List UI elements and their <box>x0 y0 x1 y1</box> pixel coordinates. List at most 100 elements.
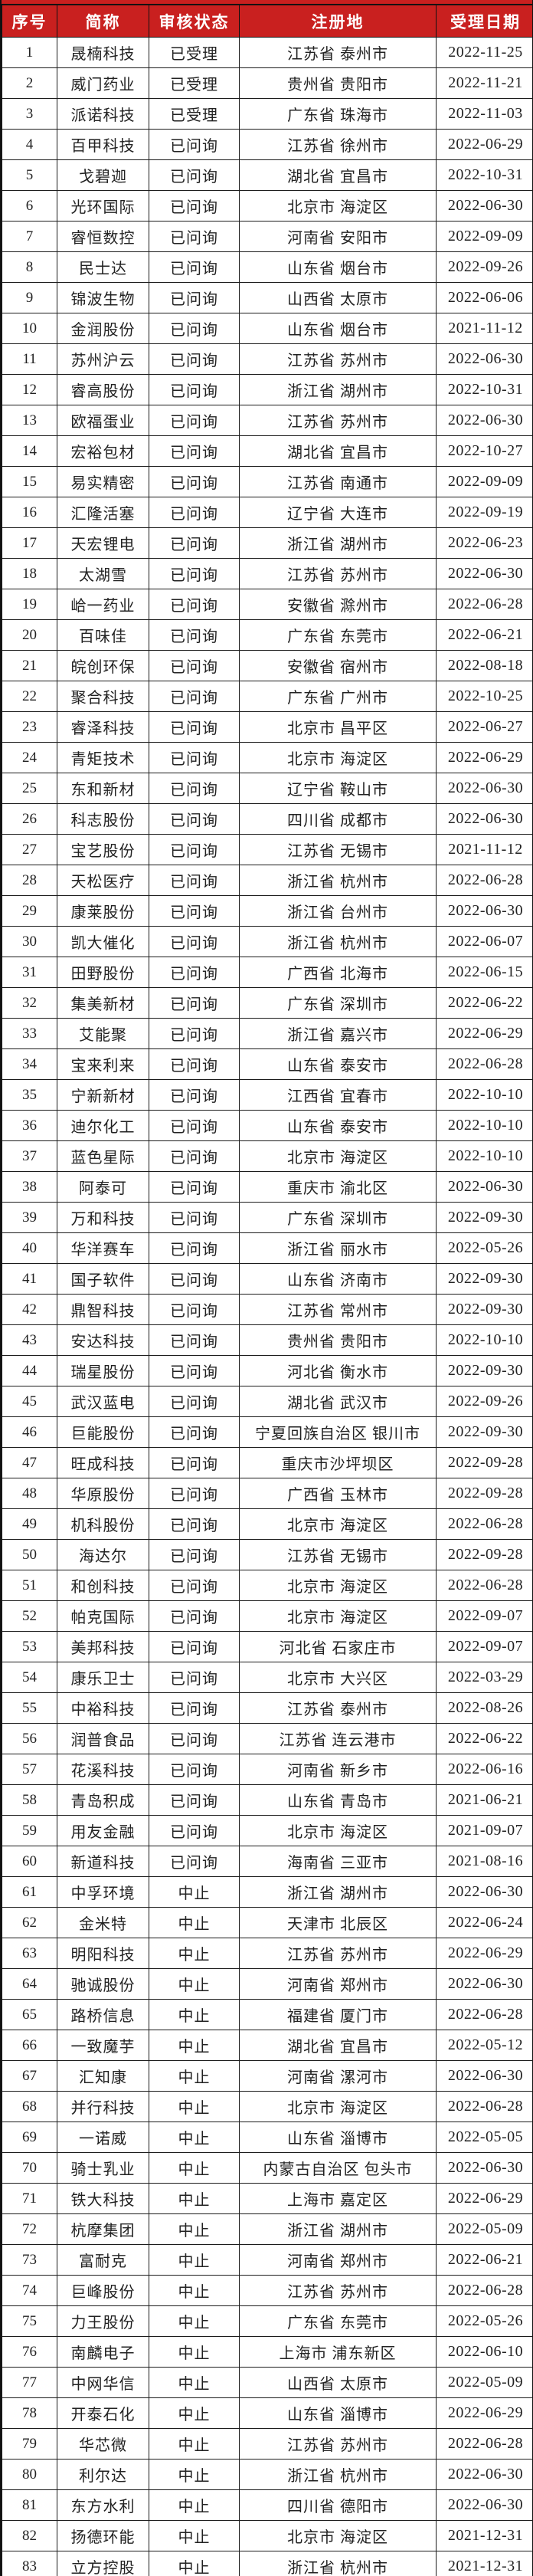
registration-place: 山西省 太原市 <box>239 282 437 313</box>
row-index: 20 <box>2 619 57 651</box>
acceptance-date: 2022-06-29 <box>436 2397 532 2429</box>
acceptance-date: 2022-06-27 <box>436 711 532 743</box>
audit-status: 中止 <box>149 1907 240 1938</box>
col-header-acceptance-date: 受理日期 <box>436 5 532 38</box>
audit-status: 中止 <box>149 2367 240 2398</box>
registration-place: 浙江省 湖州市 <box>239 374 437 405</box>
company-name: 聚合科技 <box>57 681 149 712</box>
registration-place: 山东省 烟台市 <box>239 251 437 283</box>
company-name: 力王股份 <box>57 2305 149 2337</box>
registration-place: 广东省 广州市 <box>239 681 437 712</box>
registration-place: 山东省 泰安市 <box>239 1110 437 1141</box>
registration-place: 河南省 新乡市 <box>239 1754 437 1785</box>
registration-place: 山西省 太原市 <box>239 2367 437 2398</box>
table-row: 48 华原股份 已问询 广西省 玉林市 2022-09-28 <box>2 1478 532 1509</box>
row-index: 46 <box>2 1416 57 1448</box>
table-row: 73 富耐克 中止 河南省 郑州市 2022-06-21 <box>2 2244 532 2276</box>
audit-status: 已问询 <box>149 957 240 988</box>
acceptance-date: 2022-06-30 <box>436 2489 532 2521</box>
audit-status: 已问询 <box>149 313 240 344</box>
table-row: 70 骑士乳业 中止 内蒙古自治区 包头市 2022-06-30 <box>2 2152 532 2184</box>
registration-place: 北京市 海淀区 <box>239 1508 437 1540</box>
row-index: 27 <box>2 834 57 865</box>
row-index: 30 <box>2 926 57 957</box>
company-name: 苏州沪云 <box>57 343 149 375</box>
audit-status: 中止 <box>149 2336 240 2368</box>
audit-status: 已问询 <box>149 589 240 620</box>
table-row: 62 金米特 中止 天津市 北辰区 2022-06-24 <box>2 1907 532 1938</box>
table-row: 36 迪尔化工 已问询 山东省 泰安市 2022-10-10 <box>2 1110 532 1141</box>
acceptance-date: 2022-05-05 <box>436 2122 532 2153</box>
audit-status: 中止 <box>149 1938 240 1969</box>
table-row: 20 百味佳 已问询 广东省 东莞市 2022-06-21 <box>2 619 532 651</box>
company-name: 集美新材 <box>57 987 149 1019</box>
table-row: 27 宝艺股份 已问询 江苏省 无锡市 2021-11-12 <box>2 834 532 865</box>
table-row: 46 巨能股份 已问询 宁夏回族自治区 银川市 2022-09-30 <box>2 1416 532 1448</box>
table-row: 59 用友金融 已问询 北京市 海淀区 2021-09-07 <box>2 1815 532 1846</box>
row-index: 37 <box>2 1140 57 1172</box>
acceptance-date: 2022-06-30 <box>436 2060 532 2092</box>
company-name: 宁新新材 <box>57 1079 149 1111</box>
audit-status: 已问询 <box>149 1478 240 1509</box>
table-row: 55 中裕科技 已问询 江苏省 泰州市 2022-08-26 <box>2 1692 532 1724</box>
company-name: 汇知康 <box>57 2060 149 2092</box>
company-name: 百味佳 <box>57 619 149 651</box>
registration-place: 广东省 深圳市 <box>239 1202 437 1233</box>
registration-place: 浙江省 湖州市 <box>239 527 437 559</box>
audit-status: 已问询 <box>149 1202 240 1233</box>
row-index: 62 <box>2 1907 57 1938</box>
audit-status: 已问询 <box>149 1754 240 1785</box>
audit-status: 已问询 <box>149 1539 240 1570</box>
registration-place: 福建省 厦门市 <box>239 1999 437 2030</box>
company-name: 宝来利来 <box>57 1048 149 1080</box>
col-header-registration: 注册地 <box>239 5 437 38</box>
row-index: 82 <box>2 2520 57 2551</box>
row-index: 13 <box>2 405 57 436</box>
table-row: 25 东和新材 已问询 辽宁省 鞍山市 2022-06-30 <box>2 773 532 804</box>
audit-status: 已问询 <box>149 1631 240 1662</box>
table-row: 21 皖创环保 已问询 安徽省 宿州市 2022-08-18 <box>2 650 532 681</box>
company-name: 艾能聚 <box>57 1018 149 1049</box>
acceptance-date: 2022-08-26 <box>436 1692 532 1724</box>
registration-place: 河南省 安阳市 <box>239 221 437 252</box>
acceptance-date: 2022-06-29 <box>436 742 532 773</box>
registration-place: 四川省 成都市 <box>239 803 437 835</box>
registration-place: 广东省 深圳市 <box>239 987 437 1019</box>
table-row: 45 武汉蓝电 已问询 湖北省 武汉市 2022-09-26 <box>2 1386 532 1417</box>
registration-place: 辽宁省 鞍山市 <box>239 773 437 804</box>
acceptance-date: 2022-06-30 <box>436 1171 532 1203</box>
table-row: 37 蓝色星际 已问询 北京市 海淀区 2022-10-10 <box>2 1140 532 1172</box>
acceptance-date: 2022-06-21 <box>436 619 532 651</box>
company-name: 驰诚股份 <box>57 1968 149 2000</box>
acceptance-date: 2022-06-07 <box>436 926 532 957</box>
company-name: 并行科技 <box>57 2091 149 2122</box>
registration-place: 重庆市 渝北区 <box>239 1171 437 1203</box>
table-row: 38 阿泰可 已问询 重庆市 渝北区 2022-06-30 <box>2 1171 532 1203</box>
audit-status: 已问询 <box>149 1263 240 1295</box>
registration-place: 北京市 海淀区 <box>239 1600 437 1632</box>
acceptance-date: 2022-06-10 <box>436 2336 532 2368</box>
table-row: 16 汇隆活塞 已问询 辽宁省 大连市 2022-09-19 <box>2 497 532 528</box>
acceptance-date: 2022-05-09 <box>436 2367 532 2398</box>
audit-status: 已问询 <box>149 1692 240 1724</box>
acceptance-date: 2022-06-06 <box>436 282 532 313</box>
company-name: 美邦科技 <box>57 1631 149 1662</box>
registration-place: 浙江省 湖州市 <box>239 1876 437 1908</box>
table-row: 75 力王股份 中止 广东省 东莞市 2022-05-26 <box>2 2305 532 2337</box>
col-header-index: 序号 <box>2 5 57 38</box>
row-index: 18 <box>2 558 57 589</box>
row-index: 64 <box>2 1968 57 2000</box>
company-name: 瑞星股份 <box>57 1355 149 1386</box>
company-name: 华芯微 <box>57 2428 149 2460</box>
company-name: 宏裕包材 <box>57 435 149 467</box>
company-name: 青矩技术 <box>57 742 149 773</box>
cropped-row-remnant <box>2 0 532 5</box>
row-index: 39 <box>2 1202 57 1233</box>
acceptance-date: 2022-06-22 <box>436 987 532 1019</box>
registration-place: 上海市 浦东新区 <box>239 2336 437 2368</box>
company-name: 用友金融 <box>57 1815 149 1846</box>
row-index: 5 <box>2 159 57 191</box>
company-name: 东和新材 <box>57 773 149 804</box>
company-name: 睿高股份 <box>57 374 149 405</box>
